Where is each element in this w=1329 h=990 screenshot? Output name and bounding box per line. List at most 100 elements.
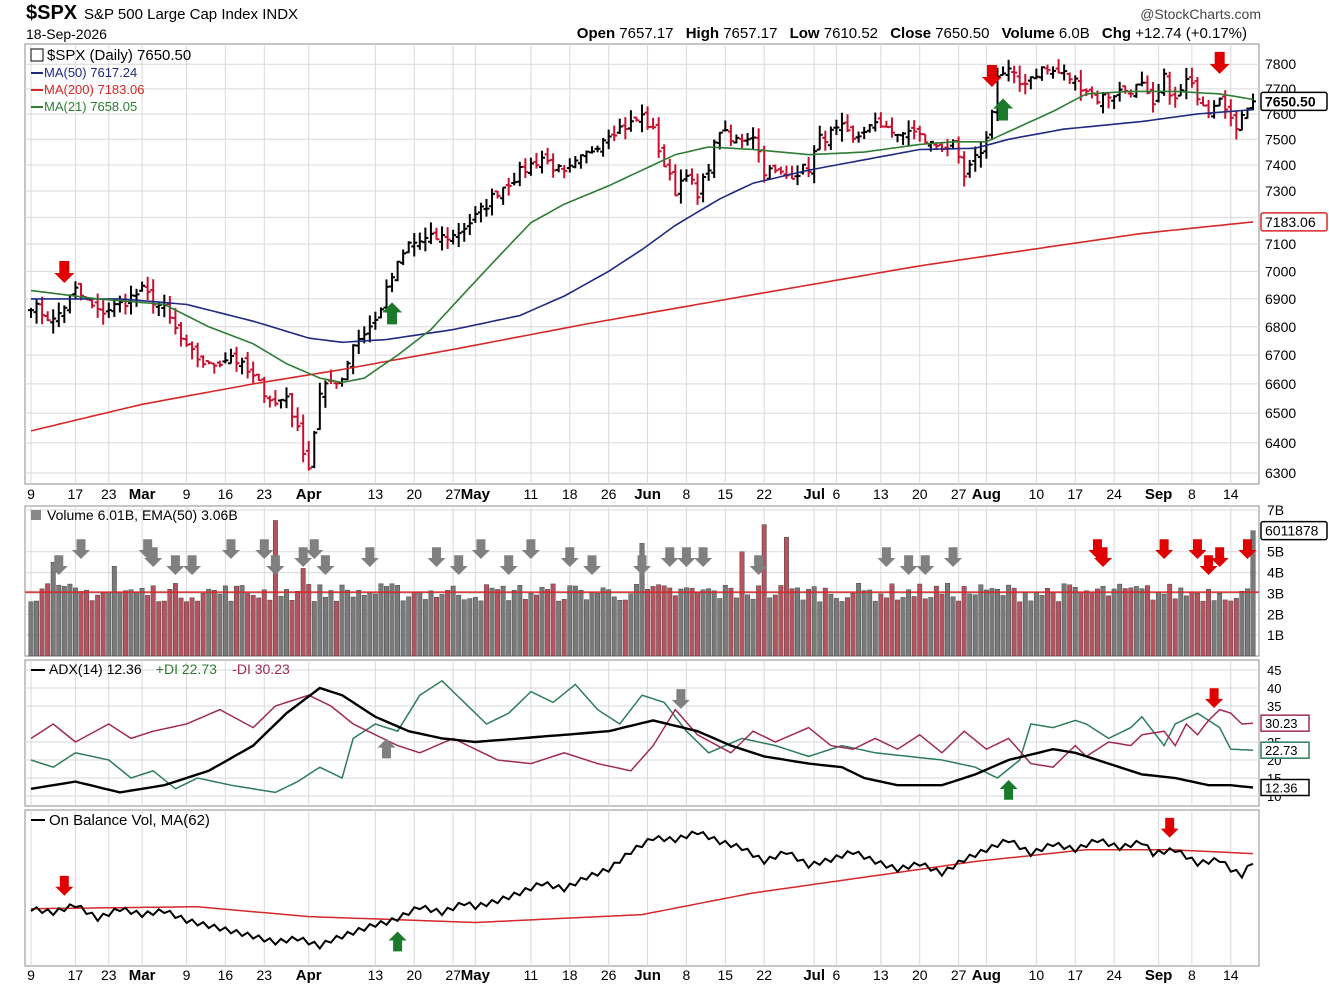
volume-bar — [989, 588, 995, 657]
obv-x-axis-label: 17 — [1067, 967, 1083, 983]
volume-bar — [822, 587, 828, 657]
price-axis-label: 7100 — [1265, 236, 1296, 252]
price-axis-label: 6300 — [1265, 465, 1296, 481]
price-bar — [533, 153, 540, 169]
price-bar — [672, 164, 679, 197]
volume-bar — [189, 597, 195, 657]
volume-bar — [1228, 600, 1234, 657]
obv-x-axis-label: 11 — [524, 967, 539, 983]
volume-bar — [45, 583, 51, 657]
volume-bar — [656, 584, 662, 657]
price-bar — [1138, 71, 1145, 87]
volume-signal-arrow — [916, 555, 935, 575]
volume-bar — [406, 596, 412, 657]
obv-signal-arrow — [55, 875, 74, 896]
volume-bar — [228, 600, 234, 657]
price-bar — [961, 151, 968, 187]
price-bar — [594, 145, 601, 153]
price-bar — [566, 158, 573, 173]
volume-bar — [28, 601, 34, 657]
adx-value-tag-box — [1260, 741, 1310, 759]
volume-bar — [1150, 599, 1156, 657]
obv-x-axis-label: Aug — [972, 967, 1001, 984]
price-bar — [1005, 59, 1012, 82]
adx-axis-label: 45 — [1267, 663, 1281, 678]
price-x-axis-label: 10 — [1029, 486, 1045, 502]
volume-bar — [778, 585, 784, 657]
price-signal-down-arrow — [54, 260, 75, 283]
close-value-tag-box — [1260, 91, 1328, 112]
volume-bar — [134, 592, 139, 657]
price-x-axis-label: 17 — [68, 486, 84, 502]
volume-bar — [1156, 591, 1161, 657]
price-bar — [277, 398, 284, 409]
volume-bar — [200, 593, 206, 657]
volume-signal-arrow — [449, 555, 468, 575]
volume-bar — [167, 589, 173, 657]
volume-bar — [145, 595, 151, 657]
volume-bar — [684, 587, 689, 657]
volume-bar — [339, 584, 345, 657]
volume-bar — [56, 584, 62, 657]
price-bar — [777, 166, 784, 175]
volume-bar — [1028, 600, 1034, 657]
price-bar — [283, 387, 290, 409]
volume-bar — [472, 597, 478, 657]
price-bar — [694, 173, 701, 205]
price-bar — [1238, 110, 1245, 132]
price-bar — [716, 131, 723, 150]
volume-bar — [156, 601, 162, 657]
volume-bar — [267, 599, 273, 657]
volume-signal-arrow — [660, 547, 679, 567]
adx-axis-label: 35 — [1267, 699, 1281, 714]
volume-signal-arrow — [560, 547, 579, 567]
volume-bar — [706, 588, 712, 657]
volume-bar — [628, 593, 634, 657]
volume-signal-arrow — [316, 555, 335, 575]
volume-bar — [1139, 588, 1145, 657]
price-bar — [661, 144, 668, 168]
price-axis-label: 7800 — [1265, 56, 1296, 72]
volume-axis-label: 1B — [1267, 627, 1284, 643]
volume-signal-arrow — [877, 547, 896, 567]
volume-bar — [1111, 588, 1117, 657]
price-bar — [1194, 76, 1201, 106]
volume-bar — [1011, 587, 1017, 657]
volume-bar — [839, 601, 845, 657]
price-bar — [738, 133, 745, 149]
price-x-axis-label: 23 — [257, 486, 273, 502]
change-label: Chg — [1101, 25, 1132, 42]
volume-bar — [211, 590, 217, 657]
volume-signal-arrow — [944, 547, 963, 567]
ma200-value-tag: 7183.06 — [1260, 212, 1328, 232]
high-value: 7657.17 — [723, 25, 778, 42]
price-bar — [239, 357, 246, 375]
volume-bar — [711, 590, 717, 657]
volume-signal-arrow — [1188, 539, 1207, 559]
price-bar — [411, 233, 418, 257]
price-bar — [1150, 82, 1157, 113]
volume-bar — [1106, 595, 1112, 657]
volume-bar — [606, 589, 612, 657]
volume-bar — [1000, 595, 1006, 657]
volume-bar — [1217, 592, 1223, 657]
volume-bar — [845, 597, 850, 657]
price-bar — [922, 133, 929, 144]
volume-bar — [622, 599, 628, 657]
volume-bar — [417, 591, 423, 657]
price-x-axis-label: Sep — [1145, 486, 1173, 503]
volume-bar — [100, 592, 106, 657]
volume-bar — [311, 601, 317, 657]
price-bar — [627, 110, 634, 132]
volume-bar — [589, 592, 595, 657]
volume-bar — [850, 592, 856, 657]
obv-x-axis-label: Jun — [634, 967, 661, 984]
price-bar — [972, 146, 979, 172]
adx-signal-arrow — [377, 738, 396, 759]
volume-bar — [734, 597, 739, 657]
volume-signal-arrow — [633, 555, 651, 575]
brand-label[interactable]: @StockCharts.com — [1140, 6, 1261, 22]
price-bar — [827, 126, 834, 150]
price-bar — [222, 352, 229, 364]
